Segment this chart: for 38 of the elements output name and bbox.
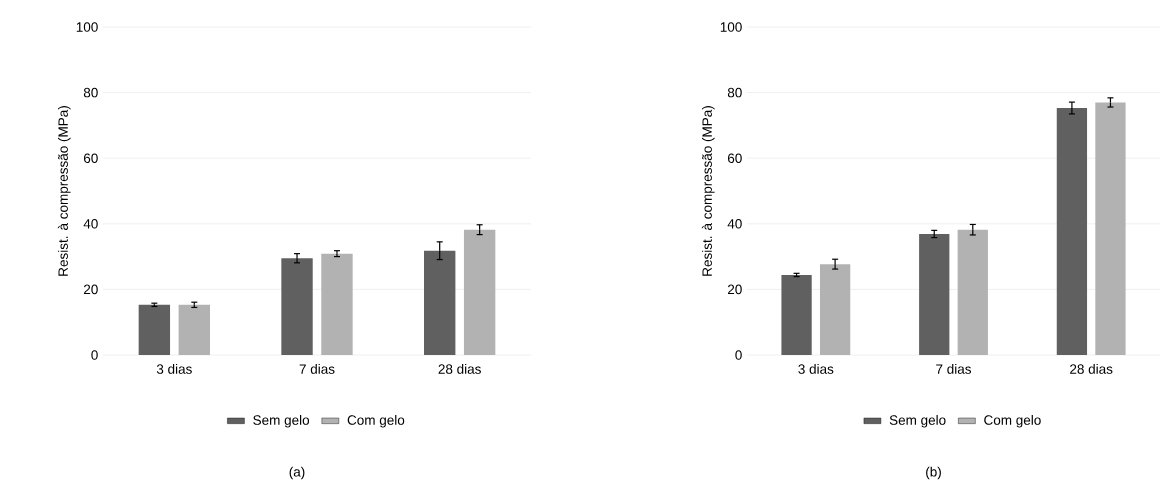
x-tick-label: 7 dias (936, 363, 972, 374)
bar (819, 264, 851, 355)
y-tick-label: 100 (720, 22, 742, 32)
bar (178, 304, 210, 355)
x-tick-label: 28 dias (1070, 363, 1113, 374)
text: (b) (926, 466, 941, 480)
legend-label: Com gelo (347, 414, 405, 428)
legend-label: Sem gelo (253, 414, 310, 428)
x-tick-label: 3 dias (156, 363, 192, 374)
y-tick-label: 80 (83, 87, 98, 98)
bar (781, 274, 812, 355)
y-tick-label: 0 (735, 350, 742, 360)
y-tick-label: 100 (76, 22, 98, 32)
y-tick-label: 0 (91, 350, 98, 360)
bar (138, 304, 171, 355)
y-axis-title: Resist. à compressão (MPa) (57, 106, 71, 276)
y-axis-title: Resist. à compressão (MPa) (701, 106, 715, 276)
bar (919, 233, 950, 355)
y-tick-label: 20 (83, 284, 98, 295)
y-tick-label: 40 (83, 219, 98, 229)
legend-label: Com gelo (984, 414, 1041, 428)
y-tick-label: 40 (727, 219, 742, 229)
bar (463, 229, 496, 355)
y-tick-label: 20 (727, 284, 742, 295)
legend-label: Sem gelo (889, 414, 946, 428)
bar (957, 229, 988, 355)
x-tick-label: 7 dias (299, 363, 335, 374)
bar (424, 250, 456, 355)
text: (a) (289, 466, 305, 480)
x-tick-label: 3 dias (798, 363, 834, 374)
y-tick-label: 60 (727, 153, 742, 163)
bar (281, 258, 313, 355)
y-tick-label: 60 (83, 153, 98, 163)
bar (321, 253, 353, 355)
bar (1056, 108, 1088, 355)
bar (1095, 102, 1126, 355)
y-tick-label: 80 (727, 87, 742, 98)
x-tick-label: 28 dias (438, 363, 481, 374)
